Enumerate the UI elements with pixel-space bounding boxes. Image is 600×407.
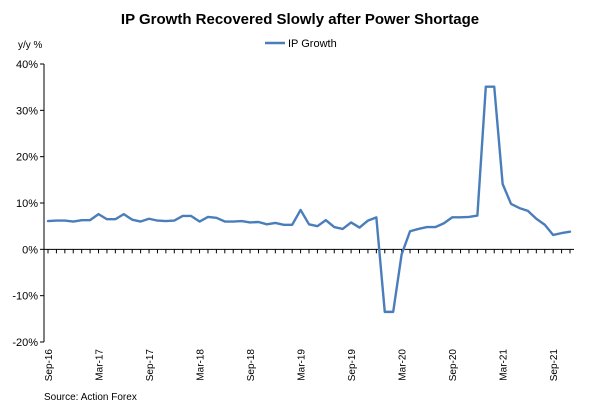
data-point <box>460 216 462 218</box>
data-point <box>342 228 344 230</box>
y-axis: 40% 30% 20% 10% 0% -10% -20% <box>12 59 45 349</box>
y-tick-label: 40% <box>16 59 38 71</box>
y-tick-label: 0% <box>22 244 38 256</box>
data-point <box>224 221 226 223</box>
chart-title: IP Growth Recovered Slowly after Power S… <box>121 11 479 28</box>
data-point <box>89 219 91 221</box>
data-point <box>241 220 243 222</box>
data-point <box>156 220 158 222</box>
data-point <box>182 215 184 217</box>
data-point <box>291 224 293 226</box>
x-axis: Sep-16 Mar-17 Sep-17 Mar-18 Sep-18 Mar-19 Sep-… <box>44 248 574 382</box>
data-point <box>308 223 310 225</box>
data-point <box>148 218 150 220</box>
x-tick-label: Sep-19 <box>347 349 358 382</box>
data-point <box>409 230 411 232</box>
x-tick-label: Mar-20 <box>398 349 409 381</box>
data-point <box>64 220 66 222</box>
data-point <box>544 224 546 226</box>
data-point <box>443 222 445 224</box>
x-tick-label: Sep-17 <box>145 349 156 382</box>
data-point <box>518 207 520 209</box>
data-point <box>207 216 209 218</box>
x-tick-label: Sep-20 <box>448 349 459 382</box>
y-axis-label: y/y % <box>18 40 43 51</box>
data-point <box>434 226 436 228</box>
data-point <box>569 231 571 233</box>
x-tick-label: Mar-19 <box>297 349 308 381</box>
x-tick-label: Mar-21 <box>499 349 510 381</box>
x-tick-label: Sep-16 <box>44 349 55 382</box>
data-point <box>215 217 217 219</box>
data-point <box>173 220 175 222</box>
data-point <box>123 213 125 215</box>
data-point <box>249 221 251 223</box>
data-point <box>426 226 428 228</box>
data-point <box>485 86 487 88</box>
data-point <box>300 209 302 211</box>
data-point <box>375 216 377 218</box>
data-point <box>266 223 268 225</box>
data-point <box>98 213 100 215</box>
data-point <box>257 221 259 223</box>
x-tick-label: Sep-18 <box>246 349 257 382</box>
y-tick-label: 20% <box>16 152 38 164</box>
data-point <box>451 216 453 218</box>
data-point <box>502 183 504 185</box>
data-point <box>190 215 192 217</box>
data-point <box>283 224 285 226</box>
x-tick-label: Sep-21 <box>549 349 560 382</box>
data-point <box>401 253 403 255</box>
data-point <box>535 218 537 220</box>
y-tick-label: -10% <box>12 291 38 303</box>
x-tick-label: Mar-17 <box>95 349 106 381</box>
plot-area <box>46 85 572 314</box>
data-point <box>561 232 563 234</box>
data-point <box>55 220 57 222</box>
y-tick-label: 30% <box>16 105 38 117</box>
source-note: Source: Action Forex <box>44 392 137 403</box>
data-point <box>47 220 49 222</box>
legend-label: IP Growth <box>288 38 337 50</box>
data-point <box>333 226 335 228</box>
data-point <box>510 203 512 205</box>
data-point <box>350 221 352 223</box>
data-point <box>552 234 554 236</box>
data-point <box>316 225 318 227</box>
data-point <box>468 216 470 218</box>
legend: IP Growth <box>265 38 337 50</box>
data-point <box>81 219 83 221</box>
data-point <box>493 86 495 88</box>
data-point <box>199 221 201 223</box>
series-line-ip-growth <box>46 85 572 314</box>
data-point <box>106 218 108 220</box>
data-point <box>131 219 133 221</box>
data-point <box>527 210 529 212</box>
y-tick-label: 10% <box>16 198 38 210</box>
data-point <box>232 221 234 223</box>
data-point <box>325 219 327 221</box>
data-point <box>359 227 361 229</box>
data-point <box>392 311 394 313</box>
data-point <box>384 311 386 313</box>
x-tick-label: Mar-18 <box>196 349 207 381</box>
data-point <box>417 228 419 230</box>
data-point <box>165 220 167 222</box>
y-tick-label: -20% <box>12 337 38 349</box>
data-point <box>114 218 116 220</box>
data-point <box>72 221 74 223</box>
data-point <box>476 215 478 217</box>
data-point <box>140 221 142 223</box>
data-point <box>367 220 369 222</box>
data-point <box>274 222 276 224</box>
